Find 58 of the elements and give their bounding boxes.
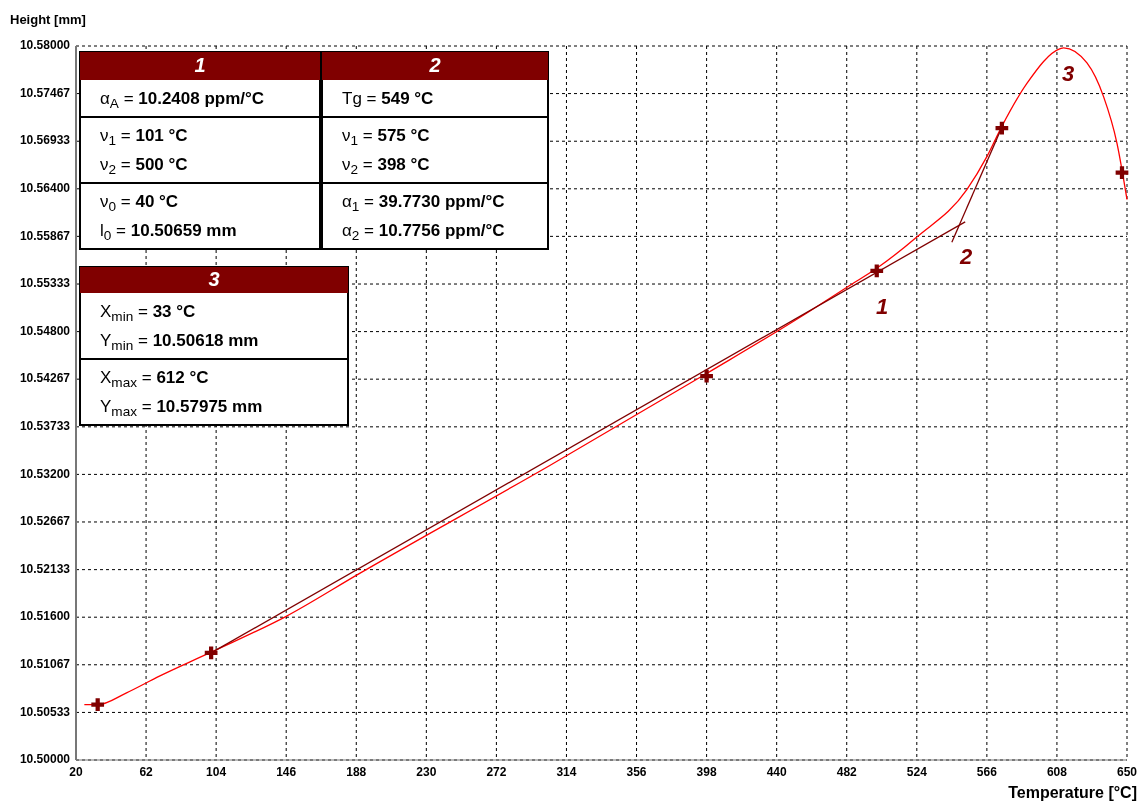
annotation: Y$_{min}$ = 10.50618 mm <box>100 330 259 353</box>
annotation: α$_{1}$ = 39.7730 ppm/°C <box>342 191 505 214</box>
annotation: 1 <box>194 54 206 77</box>
annotation: 3 <box>1061 60 1075 86</box>
annotation: 1 <box>875 293 889 319</box>
x-tick-label: 146 <box>276 765 297 779</box>
y-tick-label: 10.54800 <box>19 323 71 338</box>
x-tick-label: 62 <box>139 765 154 779</box>
x-tick-label: 650 <box>1116 765 1138 779</box>
y-tick-label: 10.58000 <box>19 38 71 53</box>
x-tick-label: 482 <box>836 765 858 779</box>
y-tick-label: 10.56933 <box>19 133 71 148</box>
y-tick-label: 10.56400 <box>19 180 71 195</box>
point <box>870 264 884 278</box>
annotation: 2 <box>428 54 441 77</box>
annotation: 2 <box>958 243 973 269</box>
point <box>1115 166 1129 180</box>
x-tick-label: 272 <box>486 765 507 779</box>
x-tick-label: 104 <box>206 765 227 779</box>
y-tick-label: 10.53733 <box>19 419 71 433</box>
x-tick-label: 524 <box>906 765 928 779</box>
y-tick-label: 10.50533 <box>19 704 71 719</box>
annotation: X$_{max}$ = 612 °C <box>100 367 209 390</box>
y-tick-label: 10.52133 <box>19 561 71 576</box>
x-axis-title: Temperature [°C] <box>1008 784 1137 801</box>
x-tick-label: 566 <box>976 765 998 779</box>
annotation: α$_{2}$ = 10.7756 ppm/°C <box>342 220 505 243</box>
x-tick-label: 398 <box>696 765 717 779</box>
x-tick-label: 230 <box>416 765 437 779</box>
annotation: ν$_{1}$ = 101 °C <box>100 125 188 148</box>
y-tick-label: 10.50000 <box>19 752 71 767</box>
x-tick-label: 314 <box>556 765 577 779</box>
y-tick-label: 10.51067 <box>19 656 71 671</box>
point <box>91 698 105 712</box>
y-tick-label: 10.55867 <box>19 228 71 243</box>
annotation: 3 <box>208 268 220 291</box>
y-tick-label: 10.53200 <box>19 466 71 481</box>
annotation: ν$_{1}$ = 575 °C <box>342 125 430 148</box>
point <box>700 369 713 383</box>
y-tick-label: 10.51600 <box>19 609 71 624</box>
y-tick-label: 10.52667 <box>19 514 71 529</box>
y-axis-title: Height [mm] <box>10 12 86 27</box>
annotation: Y$_{max}$ = 10.57975 mm <box>100 396 263 419</box>
y-tick-label: 10.57467 <box>19 85 71 100</box>
x-tick-label: 440 <box>766 765 787 779</box>
x-tick-label: 608 <box>1046 765 1068 779</box>
x-tick-label: 356 <box>626 765 647 779</box>
x-tick-label: 20 <box>69 765 83 779</box>
x-tick-label: 188 <box>346 765 367 779</box>
y-tick-label: 10.55333 <box>19 276 71 291</box>
annotation: l$_{0}$ = 10.50659 mm <box>100 220 237 243</box>
annotation: ν$_{2}$ = 398 °C <box>342 154 430 177</box>
annotation: ν$_{0}$ = 40 °C <box>100 191 179 214</box>
annotation: ν$_{2}$ = 500 °C <box>100 154 188 177</box>
annotation: Tg = 549 °C <box>342 88 434 108</box>
annotation: α$_{A}$ = 10.2408 ppm/°C <box>100 88 265 111</box>
y-tick-label: 10.54267 <box>19 371 71 386</box>
annotation: X$_{min}$ = 33 °C <box>100 301 196 324</box>
